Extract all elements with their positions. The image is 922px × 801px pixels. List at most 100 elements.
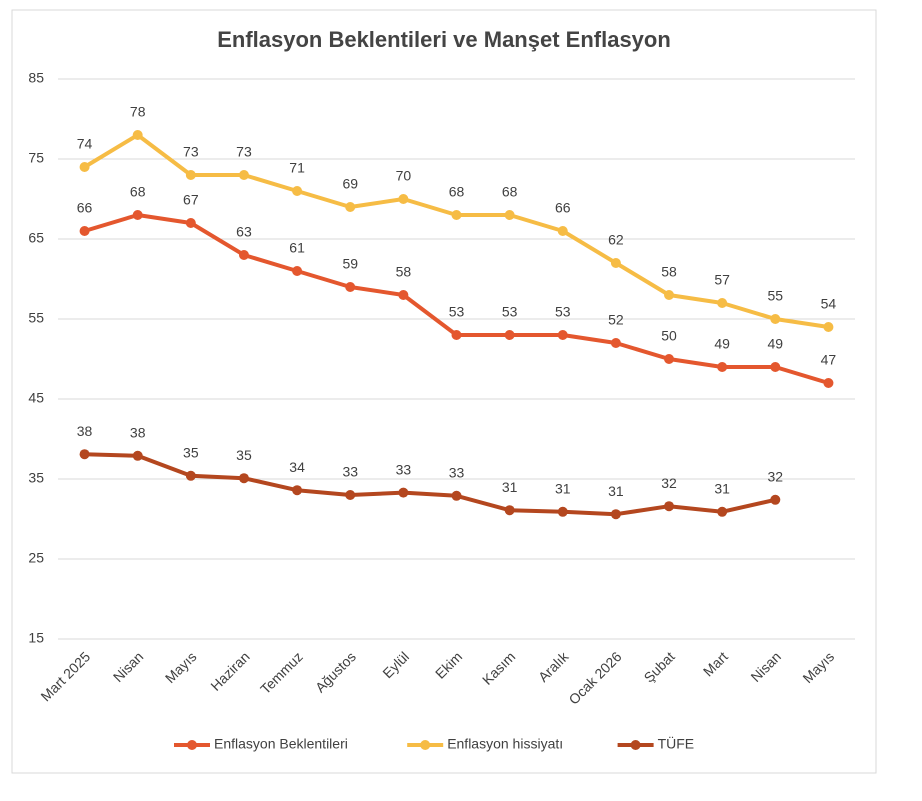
data-label: 35 [183,445,199,461]
data-label: 71 [289,160,305,176]
data-label: 68 [130,184,146,200]
data-point [79,449,90,460]
data-point [504,330,515,340]
y-tick-label: 35 [28,470,44,486]
data-label: 66 [555,200,571,216]
data-label: 66 [77,200,93,216]
data-label: 32 [768,469,784,485]
data-point [664,354,675,364]
data-label: 61 [289,240,305,256]
data-point [823,378,834,388]
data-point [451,330,462,340]
data-label: 67 [183,192,199,208]
data-point [132,130,143,140]
data-point [504,210,515,220]
data-label: 31 [608,483,624,499]
data-point [610,509,621,520]
data-point [132,450,143,461]
data-point [451,490,462,501]
data-point [398,290,409,300]
data-label: 33 [449,465,465,481]
legend-marker [420,740,431,750]
data-point [238,170,249,180]
data-label: 73 [183,144,199,160]
data-label: 70 [396,168,412,184]
data-point [557,330,568,340]
data-label: 59 [342,256,358,272]
chart-frame [11,9,877,774]
data-label: 31 [502,479,518,495]
legend-label: Enflasyon hissiyatı [447,736,563,752]
y-tick-label: 65 [28,230,44,246]
y-tick-label: 15 [28,630,44,646]
data-label: 52 [608,312,624,328]
data-point [79,162,90,172]
data-point [185,470,196,481]
y-tick-label: 75 [28,150,44,166]
data-label: 68 [449,184,465,200]
data-label: 53 [555,304,571,320]
data-point [238,250,249,260]
y-tick-label: 25 [28,550,44,566]
data-point [292,485,303,496]
data-label: 68 [502,184,518,200]
data-label: 55 [768,288,784,304]
legend-item: TÜFE [617,735,695,752]
data-label: 49 [768,336,784,352]
y-tick-label: 55 [28,310,44,326]
data-label: 34 [289,459,305,475]
data-point [79,226,90,236]
data-point [345,202,356,212]
data-label: 53 [449,304,465,320]
data-label: 35 [236,447,252,463]
data-label: 74 [77,136,93,152]
data-label: 69 [342,176,358,192]
data-label: 78 [130,104,146,120]
data-point [770,314,781,324]
data-point [717,506,728,517]
legend-marker [187,740,197,750]
data-label: 31 [714,481,730,497]
data-point [185,218,196,228]
data-label: 38 [77,423,93,439]
legend-label: TÜFE [658,735,695,752]
data-point [610,258,621,268]
legend-marker [630,740,641,750]
chart-title: Enflasyon Beklentileri ve Manşet Enflasy… [217,27,671,52]
data-point [292,186,303,196]
data-point [451,210,462,220]
data-point [770,494,781,505]
data-label: 49 [714,336,730,352]
data-point [823,322,834,332]
data-label: 58 [396,264,412,280]
data-label: 57 [714,272,730,288]
data-point [504,505,515,516]
data-label: 73 [236,144,252,160]
data-label: 62 [608,232,624,248]
data-label: 54 [821,296,837,312]
data-point [717,362,728,372]
legend-item: Enflasyon hissiyatı [407,736,563,752]
data-point [664,501,675,512]
data-label: 38 [130,425,146,441]
data-point [345,490,356,500]
data-point [185,170,196,180]
data-point [770,362,781,372]
data-label: 53 [502,304,518,320]
data-label: 33 [396,461,412,477]
y-tick-label: 45 [28,390,44,406]
data-point [398,194,409,204]
data-label: 47 [821,352,837,368]
data-label: 63 [236,224,252,240]
series-line [84,452,776,517]
data-point [398,487,409,498]
legend-item: Enflasyon Beklentileri [174,736,348,752]
data-point [132,210,143,220]
data-label: 32 [661,475,677,491]
data-point [238,473,249,484]
legend-label: Enflasyon Beklentileri [214,736,348,752]
data-label: 33 [342,464,358,480]
data-label: 58 [661,264,677,280]
data-point [664,290,675,300]
